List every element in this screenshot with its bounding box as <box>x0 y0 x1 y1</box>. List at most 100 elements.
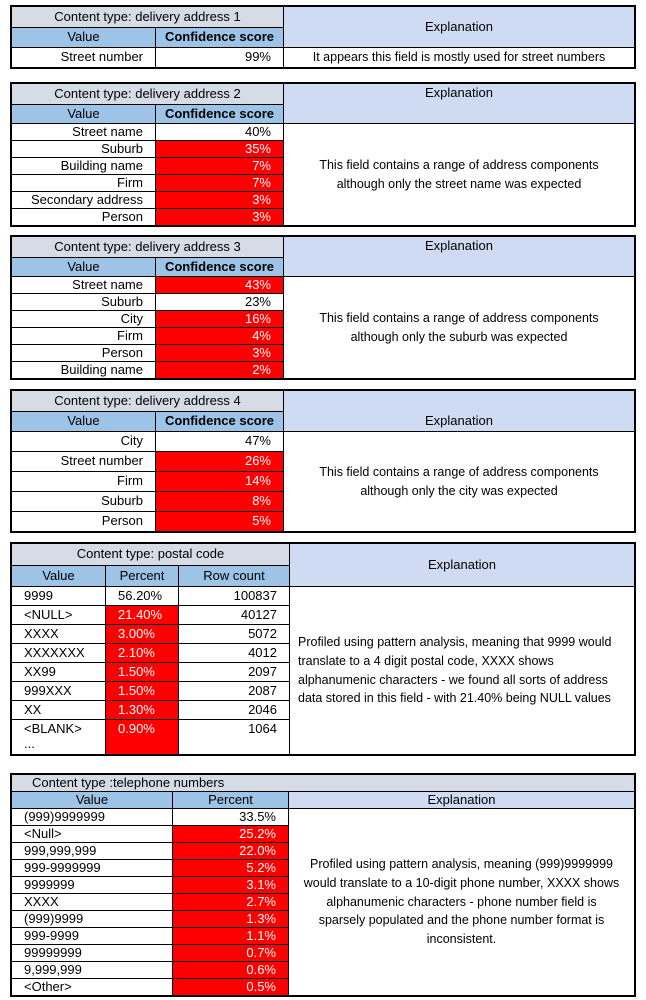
value-cell: Suburb <box>12 492 155 511</box>
value-cell: Secondary address <box>12 192 155 208</box>
percent-cell: 2% <box>156 362 283 378</box>
percent-cell: 4% <box>156 328 283 344</box>
column-header-confidence-score: Confidence score <box>156 258 283 276</box>
column-header-value: Value <box>12 105 155 123</box>
percent-cell: 3.00% <box>106 625 178 643</box>
percent-cell: 5.2% <box>173 860 288 876</box>
explanation-text: This field contains a range of address c… <box>284 124 634 225</box>
value-cell: 9999 <box>12 587 105 605</box>
value-cell: Street name <box>12 124 155 140</box>
percent-cell: 99% <box>156 48 283 67</box>
percent-cell: 5% <box>156 512 283 531</box>
explanation-text: This field contains a range of address c… <box>284 277 634 378</box>
percent-cell: 14% <box>156 472 283 491</box>
percent-cell: 7% <box>156 158 283 174</box>
percent-cell: 3% <box>156 345 283 361</box>
percent-cell: 25.2% <box>173 826 288 842</box>
value-cell: XXXXXXX <box>12 644 105 662</box>
value-cell: 999-9999 <box>12 928 172 944</box>
percent-cell: 7% <box>156 175 283 191</box>
value-cell: <NULL> <box>12 606 105 624</box>
percent-cell: 22.0% <box>173 843 288 859</box>
percent-cell: 0.90% <box>106 720 178 754</box>
percent-cell: 56.20% <box>106 587 178 605</box>
value-cell: Building name <box>12 362 155 378</box>
percent-cell: 26% <box>156 452 283 471</box>
value-cell: (999)9999999 <box>12 809 172 825</box>
value-cell: City <box>12 311 155 327</box>
value-cell: (999)9999 <box>12 911 172 927</box>
percent-cell: 3% <box>156 192 283 208</box>
column-header-row-count: Row count <box>179 566 289 586</box>
value-cell: 9999999 <box>12 877 172 893</box>
explanation-header: Explanation <box>284 84 634 123</box>
value-cell: Person <box>12 512 155 531</box>
explanation-text: Profiled using pattern analysis, meaning… <box>289 809 634 995</box>
explanation-header: Explanation <box>284 237 634 276</box>
value-cell: Building name <box>12 158 155 174</box>
percent-cell: 35% <box>156 141 283 157</box>
row-count-cell: 1064 <box>179 720 289 754</box>
column-header-value: Value <box>12 258 155 276</box>
table-title: Content type: postal code <box>12 544 289 565</box>
row-count-cell: 2087 <box>179 682 289 700</box>
row-count-cell: 4012 <box>179 644 289 662</box>
table-delivery-address-1: Content type: delivery address 1 Explanat… <box>10 5 636 69</box>
table-delivery-address-2: Content type: delivery address 2 Explanat… <box>10 82 636 227</box>
percent-cell: 23% <box>156 294 283 310</box>
value-cell: Firm <box>12 175 155 191</box>
table-delivery-address-4: Content type: delivery address 4 Explanat… <box>10 389 636 533</box>
row-count-cell: 5072 <box>179 625 289 643</box>
percent-cell: 0.7% <box>173 945 288 961</box>
column-header-confidence-score: Confidence score <box>156 28 283 47</box>
value-cell: XX99 <box>12 663 105 681</box>
column-header-value: Value <box>12 412 155 431</box>
value-cell: Person <box>12 345 155 361</box>
percent-cell: 0.5% <box>173 979 288 995</box>
percent-cell: 8% <box>156 492 283 511</box>
value-cell: City <box>12 432 155 451</box>
percent-cell: 1.50% <box>106 682 178 700</box>
value-cell: Street number <box>12 452 155 471</box>
row-count-cell: 2046 <box>179 701 289 719</box>
percent-cell: 0.6% <box>173 962 288 978</box>
table-postal-code: Content type: postal code Explanation Valu… <box>10 542 636 756</box>
percent-cell: 2.10% <box>106 644 178 662</box>
table-delivery-address-3: Content type: delivery address 3 Explanat… <box>10 235 636 380</box>
explanation-header: Explanation <box>290 544 634 586</box>
percent-cell: 33.5% <box>173 809 288 825</box>
percent-cell: 40% <box>156 124 283 140</box>
table-title: Content type: delivery address 4 <box>12 391 283 411</box>
value-cell: 99999999 <box>12 945 172 961</box>
value-cell: XX <box>12 701 105 719</box>
value-cell: 999,999,999 <box>12 843 172 859</box>
value-cell: 999XXX <box>12 682 105 700</box>
percent-cell: 1.50% <box>106 663 178 681</box>
explanation-text: This field contains a range of address c… <box>284 432 634 531</box>
value-cell: Suburb <box>12 141 155 157</box>
value-cell: XXXX <box>12 625 105 643</box>
column-header-percent: Percent <box>173 792 288 808</box>
percent-cell: 1.30% <box>106 701 178 719</box>
value-cell: Firm <box>12 472 155 491</box>
column-header-confidence-score: Confidence score <box>156 412 283 431</box>
value-cell: 9,999,999 <box>12 962 172 978</box>
percent-cell: 3.1% <box>173 877 288 893</box>
percent-cell: 21.40% <box>106 606 178 624</box>
value-cell: Suburb <box>12 294 155 310</box>
column-header-value: Value <box>12 792 172 808</box>
explanation-header: Explanation <box>284 7 634 47</box>
value-cell: <Null> <box>12 826 172 842</box>
percent-cell: 2.7% <box>173 894 288 910</box>
table-title: Content type: delivery address 2 <box>12 84 283 104</box>
value-cell: 999-9999999 <box>12 860 172 876</box>
value-cell: <Other> <box>12 979 172 995</box>
row-count-cell: 100837 <box>179 587 289 605</box>
explanation-text: Profiled using pattern analysis, meaning… <box>290 587 634 754</box>
value-cell: Firm <box>12 328 155 344</box>
table-title: Content type: delivery address 1 <box>12 7 283 27</box>
row-count-cell: 2097 <box>179 663 289 681</box>
value-cell: Street name <box>12 277 155 293</box>
row-count-cell: 40127 <box>179 606 289 624</box>
